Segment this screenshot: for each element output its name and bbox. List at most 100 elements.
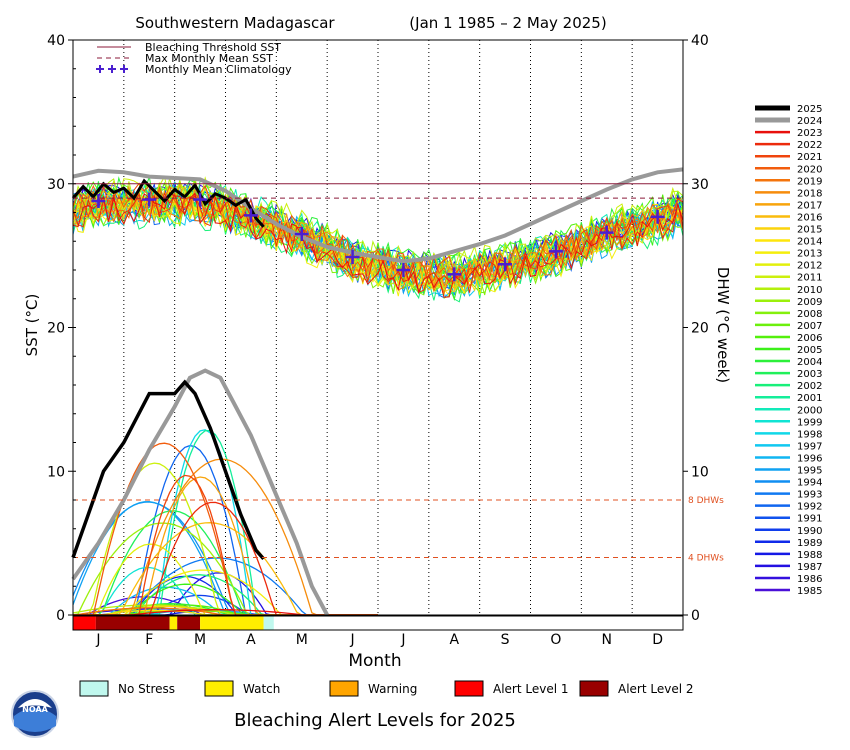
- climatology-plus-marker: [396, 263, 411, 277]
- climatology-plus-marker: [498, 257, 513, 272]
- year-legend-label-2014: 2014: [797, 237, 822, 248]
- y-axis-label-right: DHW (°C week): [714, 267, 732, 383]
- month-label: N: [602, 632, 612, 648]
- year-legend-label-2009: 2009: [797, 297, 822, 308]
- year-legend-label-2002: 2002: [797, 381, 822, 392]
- legend-label: Bleaching Threshold SST: [145, 41, 281, 54]
- year-legend-label-1987: 1987: [797, 562, 822, 573]
- month-label: J: [350, 632, 355, 648]
- alert-segment: [73, 616, 96, 630]
- y-tick-label-left: 0: [56, 608, 65, 624]
- year-legend-label-1996: 1996: [797, 453, 822, 464]
- month-label: O: [550, 632, 561, 648]
- year-legend-label-1992: 1992: [797, 502, 822, 513]
- dhw-series-1998: [73, 429, 378, 616]
- alert-segment: [169, 616, 178, 630]
- alert-legend-label: Alert Level 2: [618, 682, 694, 696]
- dhw-line-label-4: 4 DHWs: [688, 554, 724, 564]
- climatology-plus-marker: [650, 209, 665, 224]
- year-legend-label-2018: 2018: [797, 188, 822, 199]
- climatology-plus-marker: [294, 227, 309, 242]
- chart-date-range: (Jan 1 1985 – 2 May 2025): [409, 14, 606, 32]
- month-label: S: [501, 632, 510, 648]
- dhw-series-2024: [71, 368, 329, 616]
- alert-legend-swatch: [204, 680, 234, 697]
- year-legend-label-2015: 2015: [797, 225, 822, 236]
- year-legend-label-2007: 2007: [797, 321, 822, 332]
- year-legend-label-1985: 1985: [797, 586, 822, 597]
- y-tick-label-right: 40: [691, 33, 709, 49]
- year-legend-label-1989: 1989: [797, 538, 822, 549]
- alert-legend-swatch: [454, 680, 484, 697]
- year-legend-label-1997: 1997: [797, 441, 822, 452]
- alert-legend-label: No Stress: [118, 682, 175, 696]
- year-legend-label-2011: 2011: [797, 273, 822, 284]
- y-tick-label-right: 0: [691, 608, 700, 624]
- year-legend-label-2023: 2023: [797, 128, 822, 139]
- sst-series-2020: [72, 184, 684, 285]
- year-legend-label-2022: 2022: [797, 140, 822, 151]
- year-legend-label-1999: 1999: [797, 417, 822, 428]
- y-tick-label-left: 30: [47, 177, 65, 193]
- alert-segment: [263, 616, 274, 630]
- y-axis-label-left: SST (°C): [23, 294, 41, 357]
- x-axis-label: Month: [348, 651, 401, 671]
- month-label: A: [449, 632, 459, 648]
- sst-series-2024: [72, 167, 684, 264]
- year-legend-label-2008: 2008: [797, 309, 822, 320]
- alert-legend-label: Watch: [243, 682, 280, 696]
- year-legend-label-2024: 2024: [797, 116, 822, 127]
- reference-lines: 8 DHWs 4 DHWs: [73, 183, 724, 564]
- year-legend-label-2021: 2021: [797, 152, 822, 163]
- year-legend-label-1986: 1986: [797, 574, 822, 585]
- y-tick-label-right: 10: [691, 464, 709, 480]
- year-legend-label-1988: 1988: [797, 550, 822, 561]
- year-legend-label-1993: 1993: [797, 490, 822, 501]
- dhw-series-2001: [73, 430, 378, 616]
- footer-title: Bleaching Alert Levels for 2025: [234, 710, 516, 731]
- legend-label: Monthly Mean Climatology: [145, 63, 292, 76]
- year-legend-label-1990: 1990: [797, 526, 822, 537]
- y-tick-label-right: 20: [691, 321, 709, 337]
- year-legend-label-1991: 1991: [797, 514, 822, 525]
- noaa-logo: NOAA: [11, 690, 59, 738]
- alert-legend-swatch: [579, 680, 609, 697]
- alert-legend-swatch: [79, 680, 109, 697]
- month-label: F: [145, 632, 153, 648]
- year-legend-label-2012: 2012: [797, 261, 822, 272]
- month-label: J: [95, 632, 100, 648]
- year-legend-label-2013: 2013: [797, 249, 822, 260]
- alert-segment: [95, 616, 170, 630]
- year-legend-label-2017: 2017: [797, 200, 822, 211]
- month-gridlines: [123, 40, 633, 615]
- year-legend-label-2004: 2004: [797, 357, 822, 368]
- climatology-plus-marker: [599, 225, 614, 240]
- alert-segment: [177, 616, 201, 630]
- legend-label: Max Monthly Mean SST: [145, 52, 273, 65]
- year-legend-label-1995: 1995: [797, 466, 822, 477]
- year-legend-label-2000: 2000: [797, 405, 822, 416]
- climatology-plus-marker: [243, 208, 258, 223]
- sst-series-2017: [72, 182, 684, 289]
- alert-legend: No Stress Watch Warning Alert Level 1 Alert …: [79, 680, 694, 697]
- alert-segment: [200, 616, 264, 630]
- month-label: M: [194, 632, 206, 648]
- year-legend-label-2003: 2003: [797, 369, 822, 380]
- climatology-plus-marker: [447, 267, 462, 282]
- y-tick-label-right: 30: [691, 177, 709, 193]
- year-legend-label-2005: 2005: [797, 345, 822, 356]
- sst-series-2021: [72, 182, 684, 286]
- sst-series-2025: [71, 178, 265, 228]
- year-legend-label-2006: 2006: [797, 333, 822, 344]
- climatology-plus-marker: [548, 244, 563, 259]
- alert-legend-swatch: [329, 680, 359, 697]
- year-legend-label-2016: 2016: [797, 212, 822, 223]
- y-tick-label-left: 20: [47, 321, 65, 337]
- logo-text: NOAA: [22, 705, 48, 714]
- alert-level-bar: [72, 615, 684, 631]
- climatology-plus-marker: [193, 192, 208, 207]
- dhw-series-2018: [73, 458, 378, 616]
- year-legend-label-2010: 2010: [797, 285, 822, 296]
